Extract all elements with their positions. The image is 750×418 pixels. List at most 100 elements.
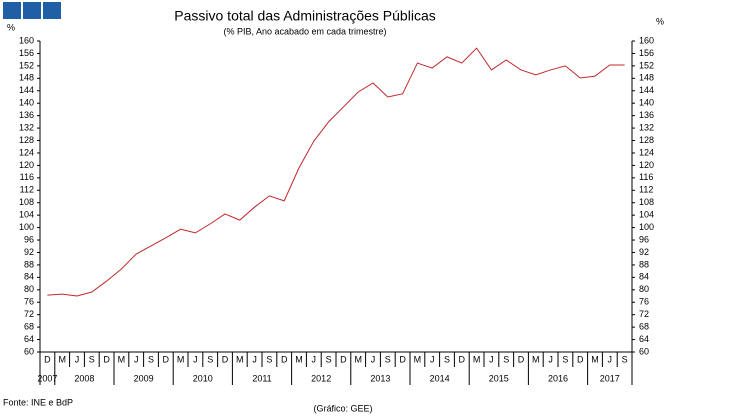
y2-tick-label: 144 <box>639 85 654 95</box>
x-tick-label: D <box>163 354 170 364</box>
y2-tick-label: 60 <box>639 346 649 356</box>
year-label: 2013 <box>370 373 390 383</box>
x-tick-label: M <box>414 354 422 364</box>
y-tick-label: 64 <box>24 334 34 344</box>
y2-tick-label: 112 <box>639 185 653 195</box>
y2-tick-label: 124 <box>639 147 654 157</box>
x-tick-label: M <box>354 354 362 364</box>
y-tick-label: 88 <box>24 259 34 269</box>
year-label: 2016 <box>548 373 568 383</box>
x-tick-label: S <box>148 354 154 364</box>
x-tick-label: M <box>591 354 599 364</box>
y2-tick-label: 116 <box>639 172 653 182</box>
x-tick-label: D <box>281 354 288 364</box>
y-tick-label: 132 <box>19 122 34 132</box>
x-tick-label: M <box>118 354 126 364</box>
y-tick-label: 124 <box>19 147 34 157</box>
data-line <box>47 47 625 297</box>
x-tick-label: S <box>622 354 628 364</box>
y-tick-label: 140 <box>19 98 34 108</box>
x-tick-label: J <box>193 354 198 364</box>
y2-tick-label: 100 <box>639 222 654 232</box>
year-label: 2010 <box>193 373 213 383</box>
x-tick-label: J <box>134 354 139 364</box>
y-tick-label: 156 <box>19 48 34 58</box>
x-tick-label: D <box>340 354 347 364</box>
y-tick-label: 136 <box>19 110 34 120</box>
y-tick-label: 96 <box>24 234 34 244</box>
x-tick-label: M <box>473 354 481 364</box>
x-tick-label: M <box>58 354 66 364</box>
year-label: 2015 <box>489 373 509 383</box>
x-tick-label: S <box>89 354 95 364</box>
chart-title: Passivo total das Administrações Pública… <box>174 8 435 24</box>
y2-tick-label: 80 <box>639 284 649 294</box>
year-label: 2007 <box>37 373 57 383</box>
x-tick-label: S <box>562 354 568 364</box>
y-tick-label: 104 <box>19 210 34 220</box>
logo-square <box>43 2 61 19</box>
y-tick-label: 84 <box>24 272 34 282</box>
x-tick-label: M <box>236 354 244 364</box>
y2-tick-label: 96 <box>639 234 649 244</box>
y2-tick-label: 108 <box>639 197 654 207</box>
credit: (Gráfico: GEE) <box>313 403 372 413</box>
y2-tick-label: 92 <box>639 247 649 257</box>
year-label: 2012 <box>311 373 331 383</box>
x-tick-label: M <box>532 354 540 364</box>
y-tick-label: 144 <box>19 85 34 95</box>
y-tick-label: 152 <box>19 60 34 70</box>
x-tick-label: J <box>608 354 613 364</box>
x-tick-label: J <box>312 354 317 364</box>
year-label: 2017 <box>600 373 620 383</box>
x-tick-label: S <box>444 354 450 364</box>
y2-tick-label: 64 <box>639 334 649 344</box>
y2-tick-label: 140 <box>639 98 654 108</box>
y2-tick-label: 68 <box>639 321 649 331</box>
y-tick-label: 108 <box>19 197 34 207</box>
y-tick-label: 100 <box>19 222 34 232</box>
x-tick-label: J <box>371 354 376 364</box>
y2-tick-label: 152 <box>639 60 654 70</box>
y2-tick-label: 128 <box>639 135 654 145</box>
y2-tick-label: 120 <box>639 160 654 170</box>
x-tick-label: J <box>252 354 257 364</box>
year-label: 2009 <box>134 373 154 383</box>
y-tick-label: 60 <box>24 346 34 356</box>
x-tick-label: J <box>430 354 435 364</box>
x-tick-label: D <box>103 354 110 364</box>
x-tick-label: D <box>577 354 584 364</box>
y-tick-label: 76 <box>24 297 34 307</box>
x-tick-label: D <box>459 354 466 364</box>
y-tick-label: 128 <box>19 135 34 145</box>
source: Fonte: INE e BdP <box>3 397 73 407</box>
y-tick-label: 148 <box>19 73 34 83</box>
y-tick-label: 160 <box>19 35 34 45</box>
x-tick-label: D <box>44 354 51 364</box>
y-tick-label: 112 <box>20 185 34 195</box>
y2-tick-label: 136 <box>639 110 654 120</box>
x-tick-label: S <box>207 354 213 364</box>
logo-square <box>23 2 41 19</box>
y2-tick-label: 88 <box>639 259 649 269</box>
x-tick-label: D <box>518 354 525 364</box>
y2-tick-label: 76 <box>639 297 649 307</box>
y2-tick-label: 148 <box>639 73 654 83</box>
y2-tick-label: 160 <box>639 35 654 45</box>
y-tick-label: 68 <box>24 321 34 331</box>
x-tick-label: S <box>266 354 272 364</box>
x-tick-label: S <box>503 354 509 364</box>
y-tick-label: 116 <box>20 172 34 182</box>
y-axis-label: % <box>7 22 15 32</box>
y-tick-label: 80 <box>24 284 34 294</box>
x-tick-label: M <box>295 354 303 364</box>
y2-tick-label: 132 <box>639 122 654 132</box>
y2-tick-label: 104 <box>639 210 654 220</box>
y-tick-label: 72 <box>24 309 34 319</box>
logo-square <box>3 2 21 19</box>
y-tick-label: 92 <box>24 247 34 257</box>
x-tick-label: J <box>548 354 553 364</box>
y2-tick-label: 84 <box>639 272 649 282</box>
year-label: 2014 <box>430 373 450 383</box>
